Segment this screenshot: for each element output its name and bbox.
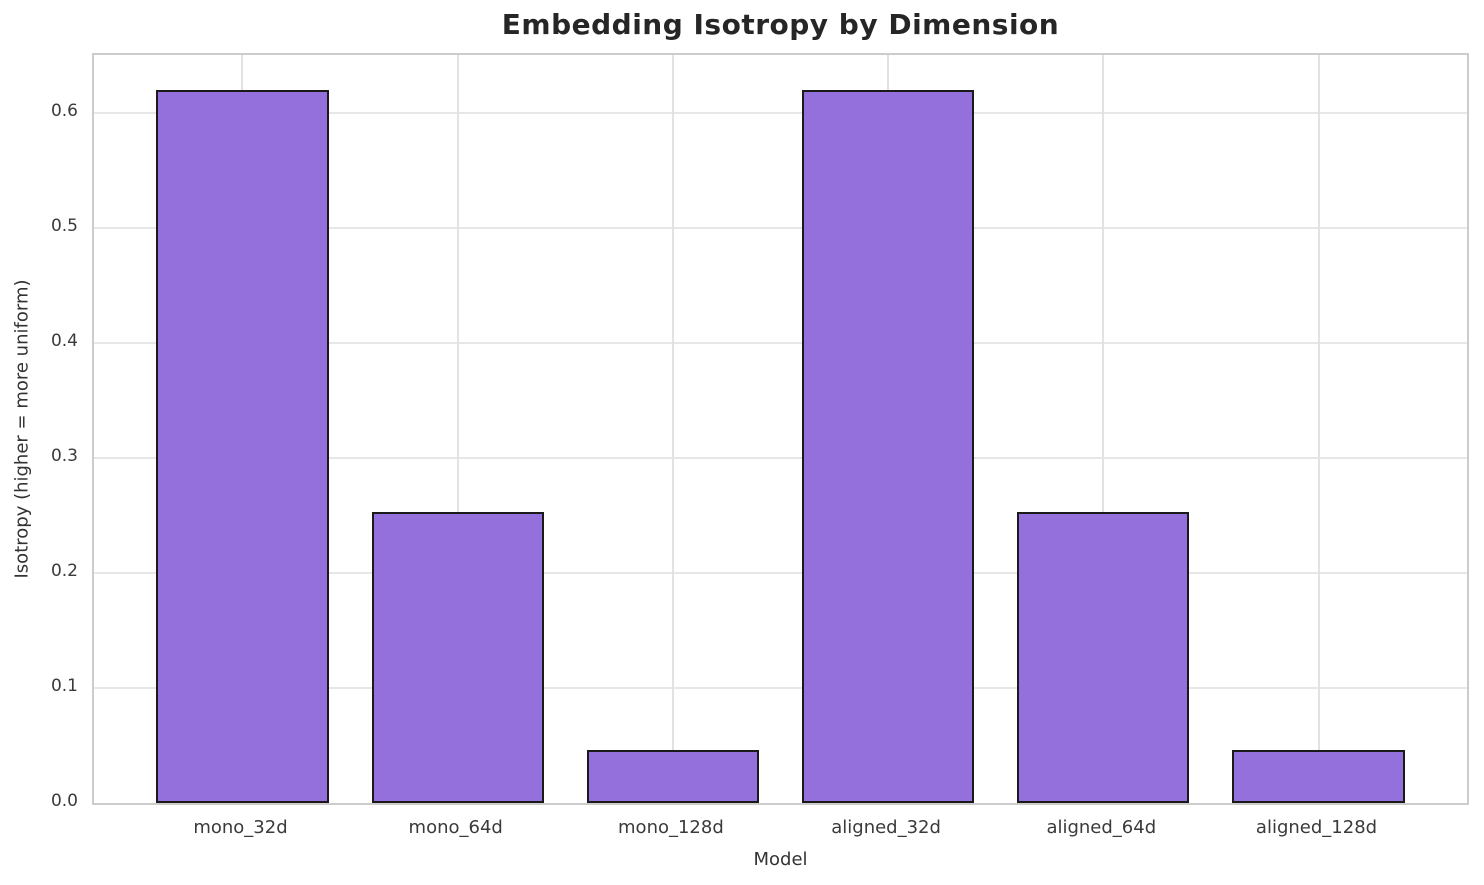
y-tick-label: 0.4 [50, 330, 78, 351]
y-tick-label: 0.1 [50, 675, 78, 696]
bar-mono_128d [586, 750, 759, 803]
bar-mono_64d [371, 511, 544, 803]
gridline-horizontal [94, 456, 1467, 459]
y-tick-label: 0.3 [50, 445, 78, 466]
x-tick-label: mono_32d [193, 817, 288, 838]
y-tick-label: 0.2 [50, 560, 78, 581]
x-tick-label: aligned_32d [831, 817, 941, 838]
gridline-horizontal [94, 226, 1467, 229]
y-axis-label: Isotropy (higher = more uniform) [11, 279, 33, 579]
x-tick-label: mono_128d [618, 817, 724, 838]
y-tick-label: 0.6 [50, 100, 78, 121]
bar-aligned_128d [1232, 750, 1405, 803]
bar-mono_32d [156, 89, 329, 803]
gridline-vertical [456, 55, 459, 803]
gridline-horizontal [94, 111, 1467, 114]
x-tick-label: mono_64d [408, 817, 503, 838]
bar-aligned_32d [802, 89, 975, 803]
gridline-vertical [1102, 55, 1105, 803]
plot-area [92, 53, 1469, 805]
y-tick-label: 0.5 [50, 215, 78, 236]
x-tick-label: aligned_128d [1255, 817, 1378, 838]
bar-aligned_64d [1017, 511, 1190, 803]
y-tick-label: 0.0 [50, 791, 78, 811]
x-axis-label: Model [753, 849, 808, 870]
gridline-horizontal [94, 341, 1467, 344]
chart-title: Embedding Isotropy by Dimension [501, 8, 1060, 41]
gridline-vertical [1317, 55, 1320, 803]
gridline-horizontal [94, 571, 1467, 574]
gridline-vertical [671, 55, 674, 803]
x-tick-label: aligned_64d [1046, 817, 1157, 838]
gridline-horizontal [94, 686, 1467, 689]
